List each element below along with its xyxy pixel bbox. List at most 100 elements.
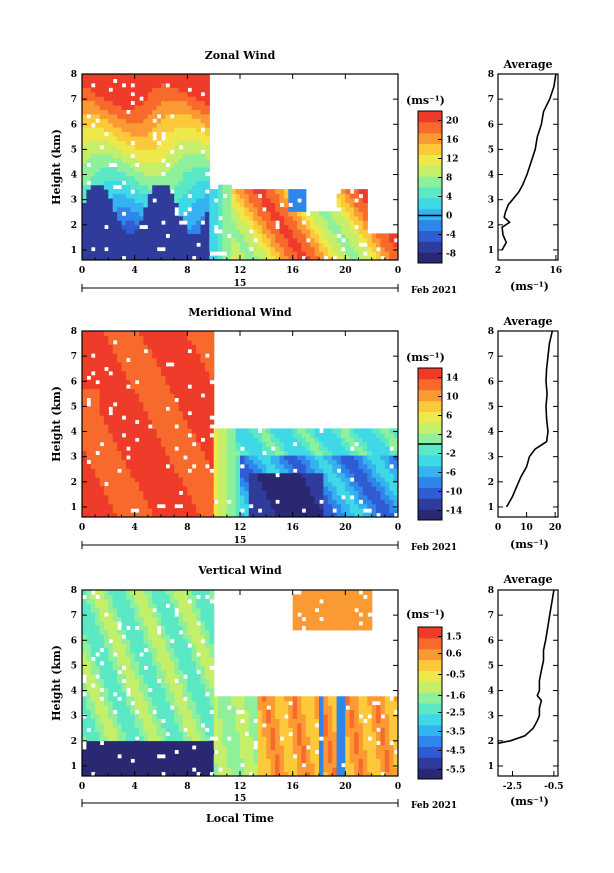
- vertical-heatmap-cell: [191, 652, 197, 657]
- meridional-heatmap-cell: [130, 450, 136, 456]
- vertical-heatmap-cell: [182, 691, 188, 697]
- zonal-heatmap-cell: [270, 215, 276, 221]
- vertical-heatmap-cell: [165, 678, 171, 684]
- vertical-heatmap-cell: [86, 656, 92, 662]
- vertical-heatmap-cell: [103, 731, 109, 737]
- vertical-heatmap-cell: [130, 590, 136, 595]
- vertical-heatmap-cell: [161, 696, 166, 702]
- zonal-heatmap-cell: [196, 211, 202, 217]
- zonal-heatmap-cell: [99, 175, 105, 181]
- meridional-heatmap-cell: [275, 463, 281, 469]
- vertical-heatmap-cell: [165, 629, 171, 635]
- meridional-heatmap-cell: [117, 503, 123, 509]
- vertical-heatmap-cell: [165, 753, 171, 759]
- zonal-heatmap-cell: [204, 74, 210, 79]
- meridional-heatmap-cell: [371, 472, 377, 478]
- zonal-heatmap-cell: [182, 144, 188, 150]
- meridional-heatmap-cell: [82, 494, 87, 500]
- zonal-heatmap-cell: [156, 215, 162, 221]
- meridional-heatmap-cell: [244, 499, 250, 505]
- meridional-heatmap-cell: [152, 370, 158, 376]
- meridional-heatmap-cell: [253, 503, 259, 509]
- zonal-heatmap-cell: [314, 251, 320, 257]
- meridional-heatmap-cell: [86, 463, 92, 469]
- meridional-heatmap-cell: [319, 437, 324, 443]
- vertical-heatmap-cell: [125, 656, 131, 662]
- zonal-heatmap-cell: [182, 136, 188, 141]
- meridional-heatmap-cell: [218, 437, 224, 443]
- vertical-heatmap-cell: [90, 731, 96, 737]
- vertical-heatmap-cell: [165, 660, 171, 666]
- zonal-heatmap-cell: [134, 113, 140, 119]
- meridional-heatmap-cell: [161, 397, 166, 403]
- zonal-heatmap-cell: [82, 180, 87, 186]
- zonal-heatmap-cell: [174, 140, 180, 146]
- meridional-heatmap-cell: [354, 463, 360, 469]
- zonal-heatmap-cell: [108, 215, 114, 221]
- meridional-heatmap-cell: [82, 432, 87, 438]
- meridional-heatmap-cell: [169, 481, 175, 487]
- zonal-heatmap-cell: [143, 162, 149, 168]
- vertical-heatmap-cell: [112, 660, 118, 666]
- meridional-heatmap-cell: [235, 441, 241, 447]
- zonal-heatmap-cell: [99, 122, 105, 128]
- zonal-heatmap-cell: [117, 144, 123, 150]
- zonal-heatmap-cell: [196, 74, 202, 79]
- meridional-heatmap-cell: [240, 437, 245, 443]
- zonal-heatmap-cell: [253, 215, 259, 221]
- zonal-heatmap-cell: [112, 144, 118, 150]
- zonal-heatmap-cell: [187, 215, 193, 221]
- meridional-heatmap-cell: [266, 428, 272, 434]
- meridional-heatmap-cell: [169, 353, 175, 359]
- vertical-heatmap: [82, 590, 398, 776]
- zonal-heatmap-cell: [288, 237, 294, 243]
- meridional-heatmap-cell: [108, 472, 114, 478]
- zonal-y-tick-label: 8: [71, 70, 77, 80]
- meridional-heatmap-cell: [187, 446, 193, 452]
- zonal-heatmap-cell: [384, 237, 390, 243]
- zonal-date-month: Feb 2021: [411, 286, 457, 296]
- zonal-heatmap-cell: [121, 118, 127, 124]
- zonal-heatmap-cell: [310, 237, 316, 243]
- meridional-heatmap-cell: [90, 393, 96, 398]
- meridional-heatmap-cell: [86, 406, 92, 412]
- meridional-heatmap-cell: [174, 512, 180, 517]
- vertical-heatmap-cell: [95, 607, 101, 613]
- zonal-heatmap-cell: [191, 175, 197, 181]
- vertical-heatmap-cell: [152, 691, 158, 697]
- zonal-heatmap-cell: [152, 251, 158, 257]
- vertical-heatmap-cell: [147, 656, 153, 662]
- zonal-heatmap-cell: [130, 242, 136, 248]
- meridional-heatmap-cell: [156, 499, 162, 505]
- meridional-heatmap-cell: [165, 512, 171, 517]
- meridional-heatmap-cell: [196, 468, 202, 474]
- meridional-heatmap-cell: [209, 366, 215, 372]
- vertical-heatmap-cell: [147, 674, 153, 680]
- meridional-heatmap-cell: [196, 490, 202, 496]
- zonal-heatmap-cell: [86, 78, 92, 84]
- meridional-heatmap-cell: [266, 486, 272, 491]
- meridional-heatmap-cell: [174, 459, 180, 465]
- meridional-heatmap-cell: [204, 401, 210, 407]
- zonal-heatmap-cell: [213, 193, 219, 199]
- zonal-heatmap-cell: [182, 242, 188, 248]
- zonal-heatmap-cell: [156, 251, 162, 257]
- meridional-heatmap-cell: [354, 477, 360, 483]
- meridional-heatmap-cell: [231, 432, 237, 438]
- zonal-heatmap-cell: [147, 198, 153, 203]
- vertical-heatmap-cell: [169, 696, 175, 702]
- zonal-heatmap-cell: [95, 255, 101, 260]
- vertical-heatmap-cell: [187, 590, 193, 595]
- meridional-heatmap-cell: [82, 446, 87, 452]
- vertical-heatmap-cell: [143, 745, 149, 750]
- zonal-heatmap-cell: [266, 215, 272, 221]
- meridional-date-bar: 15 Feb 2021: [81, 536, 457, 553]
- zonal-heatmap-cell: [200, 113, 206, 119]
- meridional-heatmap-cell: [95, 393, 101, 398]
- zonal-heatmap-cell: [266, 189, 272, 195]
- meridional-heatmap-cell: [112, 366, 118, 372]
- vertical-heatmap-cell: [108, 718, 114, 724]
- zonal-heatmap-cell: [169, 184, 175, 190]
- zonal-heatmap-cell: [82, 91, 87, 97]
- zonal-heatmap-cell: [108, 91, 114, 97]
